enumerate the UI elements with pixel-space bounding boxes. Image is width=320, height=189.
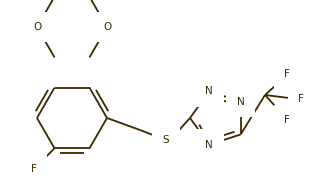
Text: O: O <box>103 22 111 32</box>
Text: F: F <box>31 164 36 174</box>
Text: N: N <box>237 97 244 107</box>
Text: N: N <box>205 140 213 150</box>
Text: F: F <box>284 69 290 79</box>
Text: S: S <box>163 135 169 145</box>
Text: F: F <box>298 94 304 104</box>
Text: O: O <box>33 22 41 32</box>
Text: N: N <box>205 86 213 96</box>
Text: F: F <box>284 115 290 125</box>
